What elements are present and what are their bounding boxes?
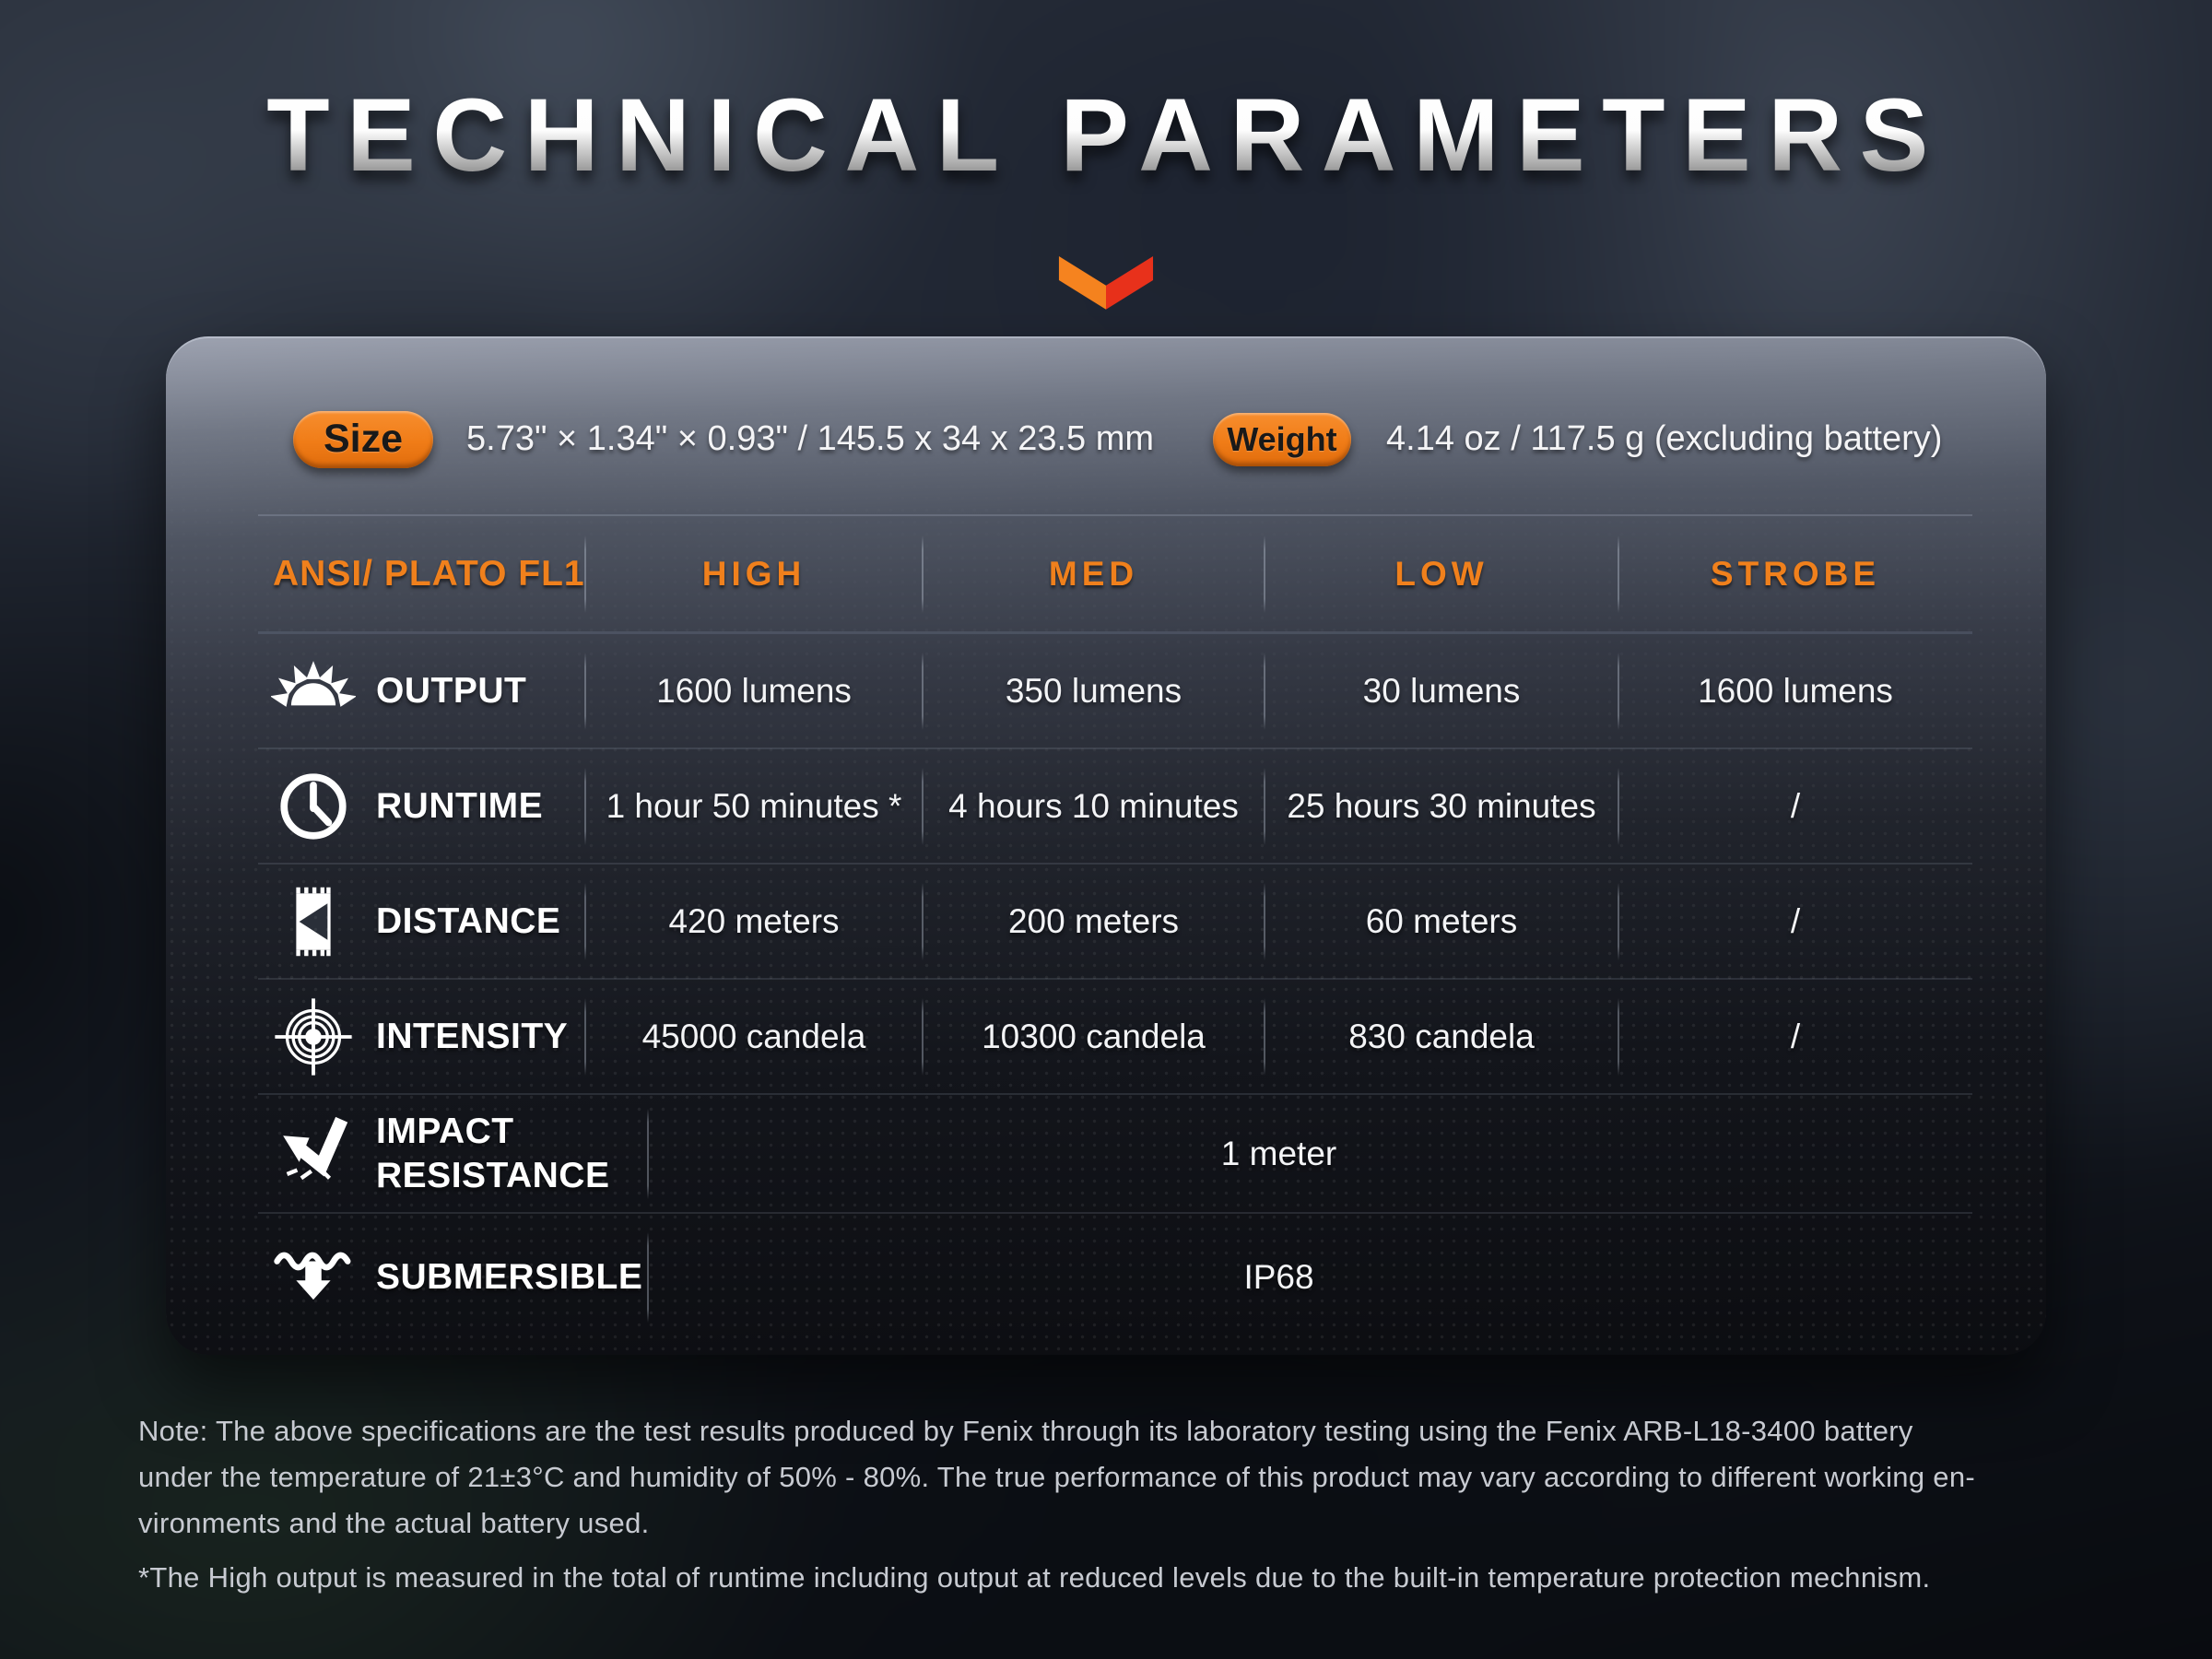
- standard-header-cell: ANSI/ PLATO FL1: [258, 554, 585, 594]
- table-header-row: ANSI/ PLATO FL1 HIGH MED LOW STROBE: [258, 516, 1972, 634]
- notes-section: Note: The above specifications are the t…: [138, 1408, 2101, 1601]
- row-label: INTENSITY: [376, 1016, 569, 1056]
- beam-distance-icon: [271, 879, 356, 964]
- table-row-distance: DISTANCE 420 meters 200 meters 60 meters…: [258, 865, 1972, 980]
- table-row-intensity: INTENSITY 45000 candela 10300 candela 83…: [258, 980, 1972, 1095]
- intensity-high: 45000 candela: [585, 1018, 923, 1056]
- standard-label: ANSI/ PLATO FL1: [273, 553, 585, 594]
- output-med: 350 lumens: [923, 672, 1265, 711]
- submersible-value: IP68: [1243, 1257, 1314, 1296]
- spec-panel: Size 5.73" × 1.34" × 0.93" / 145.5 x 34 …: [166, 336, 2046, 1355]
- column-divider: [647, 1231, 649, 1323]
- footnote-line: *The High output is measured in the tota…: [138, 1561, 1931, 1594]
- sunrise-burst-icon: [271, 649, 356, 734]
- output-low: 30 lumens: [1265, 672, 1618, 711]
- distance-low: 60 meters: [1265, 902, 1618, 941]
- submersible-arrow-wave-icon: [271, 1235, 356, 1320]
- output-high: 1600 lumens: [585, 672, 923, 711]
- note-line: under the temperature of 21±3°C and humi…: [138, 1461, 1975, 1493]
- size-badge: Size: [293, 410, 433, 468]
- intensity-low: 830 candela: [1265, 1018, 1618, 1056]
- mode-header-high: HIGH: [585, 555, 923, 594]
- table-row-impact-resistance: IMPACT RESISTANCE 1 meter: [258, 1095, 1972, 1214]
- intensity-strobe: /: [1618, 1018, 1972, 1056]
- size-value: 5.73" × 1.34" × 0.93" / 145.5 x 34 x 23.…: [466, 419, 1155, 458]
- target-crosshair-icon: [271, 994, 356, 1079]
- impact-bounce-arrow-icon: [271, 1112, 356, 1196]
- mode-header-low: LOW: [1265, 555, 1618, 594]
- row-label: DISTANCE: [376, 900, 561, 941]
- impact-resistance-value: 1 meter: [1220, 1134, 1337, 1172]
- output-label-cell: OUTPUT: [258, 649, 585, 734]
- distance-label-cell: DISTANCE: [258, 879, 585, 964]
- output-strobe: 1600 lumens: [1618, 672, 1972, 711]
- row-label: SUBMERSIBLE: [376, 1256, 643, 1297]
- column-divider: [647, 1108, 649, 1199]
- runtime-low: 25 hours 30 minutes: [1265, 787, 1618, 826]
- clock-icon: [271, 764, 356, 849]
- note-line: vironments and the actual battery used.: [138, 1507, 650, 1539]
- table-row-output: OUTPUT 1600 lumens 350 lumens 30 lumens …: [258, 634, 1972, 749]
- table-row-runtime: RUNTIME 1 hour 50 minutes * 4 hours 10 m…: [258, 749, 1972, 865]
- page-title: TECHNICAL PARAMETERS: [0, 76, 2212, 194]
- intensity-label-cell: INTENSITY: [258, 994, 585, 1079]
- dimensions-row: Size 5.73" × 1.34" × 0.93" / 145.5 x 34 …: [258, 336, 1972, 516]
- runtime-high: 1 hour 50 minutes *: [585, 787, 923, 826]
- submersible-label-cell: SUBMERSIBLE: [258, 1235, 642, 1320]
- distance-strobe: /: [1618, 902, 1972, 941]
- weight-value: 4.14 oz / 117.5 g (excluding battery): [1386, 419, 1943, 458]
- distance-high: 420 meters: [585, 902, 923, 941]
- distance-med: 200 meters: [923, 902, 1265, 941]
- mode-header-strobe: STROBE: [1618, 555, 1972, 594]
- row-label: RUNTIME: [376, 785, 544, 826]
- table-row-submersible: SUBMERSIBLE IP68: [258, 1214, 1972, 1340]
- intensity-med: 10300 candela: [923, 1018, 1265, 1056]
- row-label: OUTPUT: [376, 670, 527, 711]
- note-line: Note: The above specifications are the t…: [138, 1415, 1913, 1447]
- runtime-strobe: /: [1618, 787, 1972, 826]
- runtime-med: 4 hours 10 minutes: [923, 787, 1265, 826]
- chevron-down-icon: [1057, 256, 1155, 312]
- weight-badge: Weight: [1213, 412, 1351, 466]
- mode-header-med: MED: [923, 555, 1265, 594]
- row-label: IMPACT RESISTANCE: [376, 1111, 610, 1195]
- spec-table: ANSI/ PLATO FL1 HIGH MED LOW STROBE: [258, 516, 1972, 1340]
- runtime-label-cell: RUNTIME: [258, 764, 585, 849]
- impact-label-cell: IMPACT RESISTANCE: [258, 1110, 610, 1197]
